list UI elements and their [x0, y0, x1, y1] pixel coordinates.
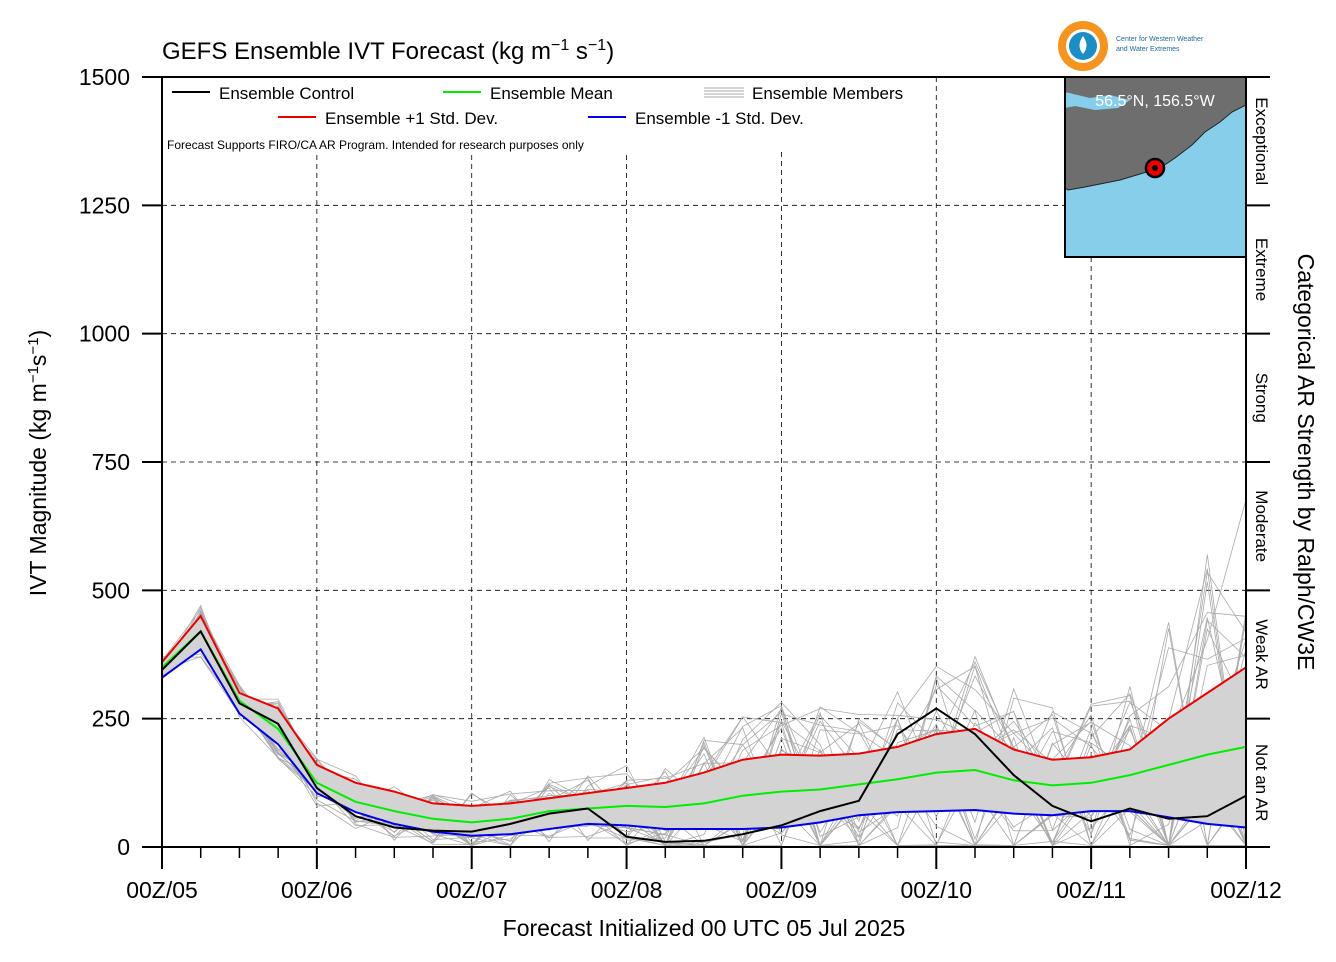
- location-marker-dot: [1152, 165, 1158, 171]
- x-axis: 00Z/05 00Z/06 00Z/07 00Z/08 00Z/09 00Z/10 00Z/…: [126, 847, 1282, 903]
- inset-map-frame: [1064, 76, 1247, 258]
- inset-location-label: 56.5°N, 156.5°W: [1095, 93, 1215, 110]
- x-tick-label-4: 00Z/09: [746, 877, 818, 903]
- category-axis-label: Categorical AR Strength by Ralph/CW3E: [1293, 254, 1319, 671]
- legend-label-minus-std: Ensemble -1 Std. Dev.: [635, 109, 804, 128]
- location-inset-map: 56.5°N, 156.5°W: [1064, 76, 1247, 258]
- y-tick-label-6: 1500: [79, 64, 130, 90]
- series-lines: [161, 614, 1247, 843]
- x-tick-label-1: 00Z/06: [281, 877, 353, 903]
- category-label-2: Moderate: [1252, 490, 1271, 562]
- y-tick-label-0: 0: [117, 834, 130, 860]
- category-label-4: Extreme: [1252, 238, 1271, 301]
- std-dev-band: [162, 616, 1246, 836]
- y-tick-label-5: 1250: [79, 192, 130, 218]
- logo-text-line2: and Water Extremes: [1116, 46, 1180, 53]
- series-line-ensemble-mean: [161, 629, 1247, 824]
- legend-label-members: Ensemble Members: [752, 84, 903, 103]
- chart-title: GEFS Ensemble IVT Forecast (kg m−1 s−1): [162, 37, 614, 65]
- logo-text-line1: Center for Western Weather: [1116, 36, 1204, 43]
- x-tick-label-2: 00Z/07: [436, 877, 508, 903]
- y-tick-label-2: 500: [92, 577, 130, 603]
- x-axis-label: Forecast Initialized 00 UTC 05 Jul 2025: [503, 915, 906, 941]
- legend-swatch-members: [704, 87, 744, 98]
- y-axis-label: IVT Magnitude (kg m−1s−1): [25, 330, 51, 596]
- inset-map-water-strip: [1065, 92, 1130, 110]
- category-label-1: Weak AR: [1252, 619, 1271, 690]
- legend-label-mean: Ensemble Mean: [490, 84, 613, 103]
- category-label-5: Exceptional: [1252, 97, 1271, 185]
- series-line-ensemble-control: [161, 629, 1247, 843]
- category-axis: Not an AR Weak AR Moderate Strong Extreme Exc…: [1246, 76, 1271, 848]
- y-tick-label-4: 1000: [79, 321, 130, 347]
- legend: Ensemble Control Ensemble Mean Ensemble …: [167, 84, 903, 152]
- y-tick-label-3: 750: [92, 449, 130, 475]
- y-axis: 0 250 500 750 1000 1250 1500: [79, 64, 162, 860]
- disclaimer-text: Forecast Supports FIRO/CA AR Program. In…: [167, 138, 584, 152]
- x-tick-label-0: 00Z/05: [126, 877, 198, 903]
- x-tick-label-3: 00Z/08: [591, 877, 663, 903]
- grid-lines: [162, 77, 1246, 847]
- category-label-3: Strong: [1252, 373, 1271, 423]
- x-tick-label-6: 00Z/11: [1056, 877, 1126, 903]
- cw3e-logo: Center for Western Weather and Water Ext…: [1058, 21, 1204, 71]
- category-label-0: Not an AR: [1252, 744, 1271, 822]
- legend-label-control: Ensemble Control: [219, 84, 354, 103]
- x-tick-label-5: 00Z/10: [900, 877, 972, 903]
- y-tick-label-1: 250: [92, 706, 130, 732]
- x-tick-label-7: 00Z/12: [1210, 877, 1282, 903]
- legend-label-plus-std: Ensemble +1 Std. Dev.: [325, 109, 498, 128]
- series-line-ensemble-1-std-dev: [161, 614, 1247, 807]
